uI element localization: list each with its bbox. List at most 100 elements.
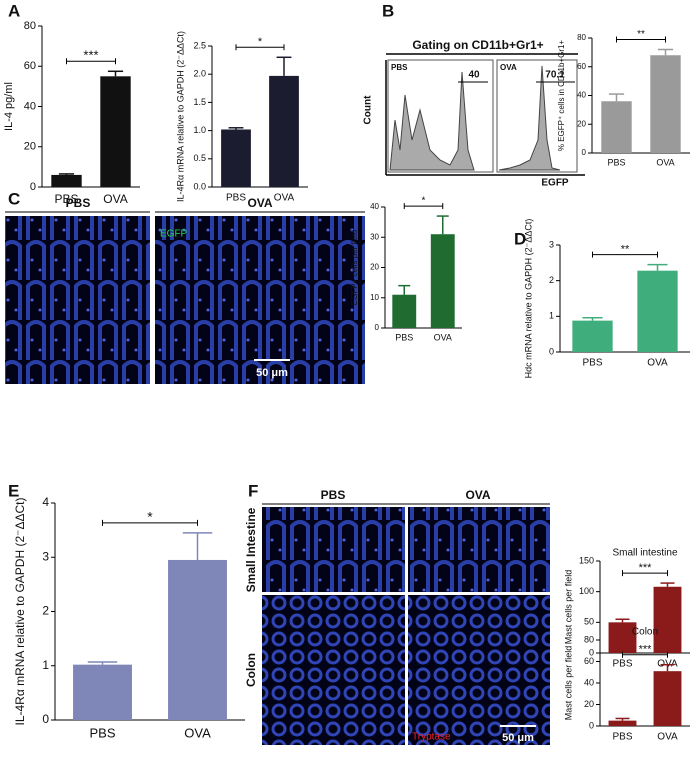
y-tick-label: 0.5	[193, 153, 206, 163]
flow-x-label: EGFP	[541, 178, 569, 189]
significance-label: ***	[639, 562, 653, 574]
micrographs-c: PBS OVA EGFP 50 μm	[5, 196, 365, 384]
bar	[168, 559, 227, 720]
panel-letter: C	[8, 189, 20, 208]
y-tick-label: 0	[42, 712, 49, 726]
y-tick-label: 50	[584, 617, 594, 627]
histogram	[389, 71, 475, 171]
x-tick-label: OVA	[657, 732, 678, 743]
y-tick-label: 10	[370, 293, 379, 302]
x-tick-label: PBS	[395, 332, 413, 342]
x-tick-label: OVA	[647, 358, 668, 369]
bar	[392, 294, 417, 328]
y-tick-label: 40	[370, 202, 379, 211]
y-tick-label: 60	[584, 656, 594, 666]
chart-title: Small intestine	[612, 548, 677, 559]
significance-label: **	[621, 244, 630, 256]
y-tick-label: 1.5	[193, 97, 206, 107]
panel-letter: D	[514, 229, 526, 248]
y-tick-label: 1	[549, 311, 554, 321]
x-tick-label: OVA	[656, 157, 674, 167]
micrograph	[5, 216, 150, 384]
y-tick-label: 2	[549, 275, 554, 285]
x-tick-label: PBS	[612, 659, 632, 670]
bar	[100, 76, 131, 187]
y-tick-label: 40	[584, 677, 594, 687]
histogram	[498, 65, 561, 171]
y-tick-label: 0	[589, 720, 594, 730]
y-tick-label: 30	[370, 232, 379, 241]
bar	[653, 586, 682, 653]
gate-value: 40	[468, 70, 480, 81]
bar	[430, 234, 455, 328]
y-tick-label: 80	[24, 20, 36, 32]
panel-letter: A	[8, 1, 20, 20]
panel-letter: B	[382, 1, 394, 20]
y-tick-label: 0	[582, 148, 587, 157]
panel-letter: E	[8, 481, 19, 500]
x-tick-label: PBS	[607, 157, 625, 167]
x-tick-label: OVA	[274, 193, 295, 204]
x-tick-label: PBS	[54, 192, 78, 206]
y-tick-label: 1	[42, 658, 49, 672]
flow-label: OVA	[500, 63, 517, 72]
micrograph	[262, 507, 405, 592]
y-tick-label: 40	[24, 100, 36, 112]
y-tick-label: 2.0	[193, 69, 206, 79]
significance-label: *	[258, 36, 263, 48]
y-tick-label: 0	[30, 181, 36, 193]
y-tick-label: 20	[584, 699, 594, 709]
column-label: OVA	[465, 488, 490, 502]
scale-label: 50 μm	[502, 732, 534, 744]
significance-label: *	[147, 509, 153, 525]
gate-value: 70.1	[545, 70, 565, 81]
x-tick-label: OVA	[103, 192, 127, 206]
y-tick-label: 0	[589, 647, 594, 657]
bar	[73, 664, 132, 720]
stain-label: Tryptase	[412, 732, 451, 743]
row-label: Colon	[244, 653, 258, 687]
y-axis-label: % EGFP⁺ cells in CD11b+Gr1+	[557, 40, 566, 152]
y-tick-label: 2	[42, 604, 49, 618]
y-tick-label: 4	[42, 495, 49, 509]
y-axis-label: EGFP+ cells per field	[350, 230, 359, 305]
x-tick-label: PBS	[226, 193, 246, 204]
y-tick-label: 150	[579, 555, 594, 565]
y-tick-label: 20	[370, 263, 379, 272]
bar	[572, 320, 613, 352]
flow-label: PBS	[391, 63, 408, 72]
micrographs-f: PBS OVA Small Intestine Colon Tryptase 5…	[244, 488, 550, 745]
flow-title: Gating on CD11b+Gr1+	[412, 38, 543, 52]
stain-label: EGFP	[160, 229, 188, 240]
y-tick-label: 60	[24, 60, 36, 72]
y-tick-label: 80	[584, 634, 594, 644]
y-axis-label: Hdc mRNA relative to GAPDH (2⁻ΔΔCt)	[523, 219, 533, 379]
y-axis-label: Mast cells per field	[563, 570, 573, 645]
micrograph	[408, 507, 550, 592]
y-tick-label: 1.0	[193, 125, 206, 135]
y-tick-label: 60	[577, 62, 586, 71]
micrograph	[262, 595, 405, 745]
bar	[653, 671, 682, 726]
y-axis-label: IL-4Rα mRNA relative to GAPDH (2⁻ΔΔCt)	[13, 497, 27, 725]
significance-label: ***	[639, 644, 653, 656]
y-tick-label: 3	[42, 549, 49, 563]
y-tick-label: 0.0	[193, 181, 206, 191]
y-tick-label: 0	[375, 323, 380, 332]
bar	[601, 101, 632, 153]
x-tick-label: OVA	[434, 332, 452, 342]
x-tick-label: OVA	[184, 725, 211, 740]
micrograph	[155, 216, 365, 384]
y-tick-label: 40	[577, 91, 586, 100]
y-tick-label: 0	[549, 346, 554, 356]
significance-label: *	[422, 196, 426, 207]
bar	[269, 75, 299, 187]
y-axis-label: Mast cells per field	[563, 646, 573, 721]
bar	[51, 174, 82, 187]
y-tick-label: 3	[549, 239, 554, 249]
y-tick-label: 20	[577, 119, 586, 128]
scale-label: 50 μm	[256, 367, 288, 379]
chart-title: Colon	[632, 627, 658, 638]
bar	[637, 270, 678, 352]
